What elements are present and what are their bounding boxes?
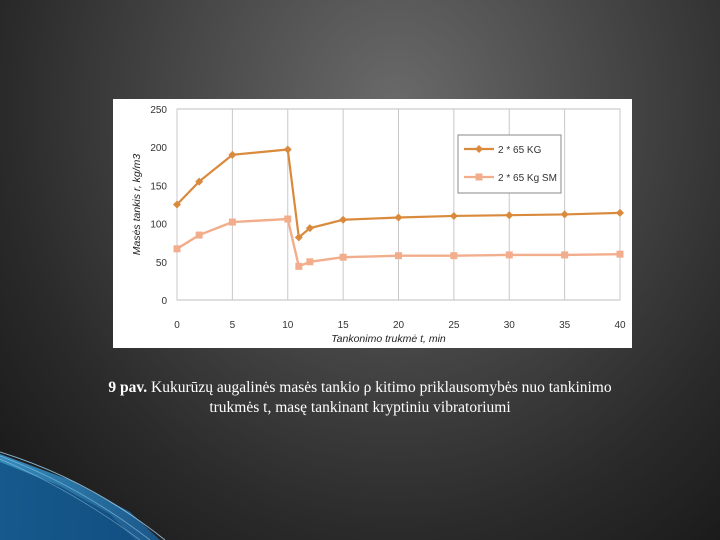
x-tick-label: 20	[393, 320, 405, 331]
data-point-diamond	[394, 213, 403, 222]
caption-line-2: trukmės t, masę tankinant kryptiniu vibr…	[209, 399, 511, 416]
line-chart: 0 5 10 15 20 25 30 35 40 0 50 100 150 200 250 Tankonimo…	[131, 105, 626, 345]
data-point-square	[616, 250, 624, 258]
data-point-diamond	[173, 200, 181, 209]
y-tick-label: 0	[161, 296, 167, 307]
series-line	[176, 217, 621, 269]
data-point-square	[561, 251, 569, 259]
data-point-diamond	[560, 210, 569, 219]
data-point-square	[195, 231, 203, 239]
data-point-square	[295, 262, 303, 270]
data-point-diamond	[195, 177, 204, 186]
legend-label: 2 * 65 Kg SM	[498, 173, 557, 184]
data-point-square	[306, 258, 314, 266]
x-tick-label: 30	[504, 320, 516, 331]
x-tick-label: 25	[448, 320, 460, 331]
data-point-square	[284, 215, 292, 223]
series-line	[176, 148, 621, 240]
y-tick-label: 50	[156, 258, 168, 269]
data-point-square	[228, 218, 236, 226]
y-tick-label: 250	[150, 105, 167, 116]
caption-lead: 9 pav.	[108, 379, 148, 396]
data-point-diamond	[305, 224, 314, 233]
figure-caption: 9 pav. Kukurūzų augalinės masės tankio ρ…	[40, 378, 680, 418]
x-tick-label: 5	[230, 320, 236, 331]
x-tick-label: 40	[614, 320, 626, 331]
x-tick-label: 35	[559, 320, 571, 331]
data-point-square	[395, 252, 402, 260]
data-point-diamond	[339, 215, 348, 224]
data-point-square	[450, 252, 458, 260]
y-tick-label: 150	[150, 181, 167, 192]
legend-swatch-marker	[475, 173, 483, 181]
data-point-diamond	[505, 211, 514, 220]
x-tick-label: 10	[282, 320, 294, 331]
legend-box	[457, 134, 562, 194]
x-tick-label: 0	[174, 320, 180, 331]
y-tick-label: 200	[150, 143, 167, 154]
y-axis-label: Masės tankis r, kg/m3	[131, 154, 143, 256]
decorative-swoosh	[0, 451, 166, 540]
data-point-diamond	[449, 211, 458, 220]
data-point-square	[339, 253, 347, 261]
legend-swatch-marker	[475, 145, 483, 153]
data-point-diamond	[228, 150, 237, 159]
chart-panel: 0 5 10 15 20 25 30 35 40 0 50 100 150 200 250 Tankonimo…	[113, 99, 632, 348]
y-tick-label: 100	[150, 220, 167, 231]
caption-line-1: Kukurūzų augalinės masės tankio ρ kitimo…	[147, 379, 612, 396]
data-point-diamond	[283, 145, 292, 154]
data-point-diamond	[294, 233, 303, 242]
data-point-square	[505, 251, 513, 259]
legend-label: 2 * 65 KG	[498, 145, 542, 156]
x-axis-label: Tankonimo trukmė t, min	[331, 333, 446, 345]
data-point-diamond	[616, 208, 624, 217]
data-point-square	[173, 245, 181, 253]
x-tick-label: 15	[338, 320, 350, 331]
